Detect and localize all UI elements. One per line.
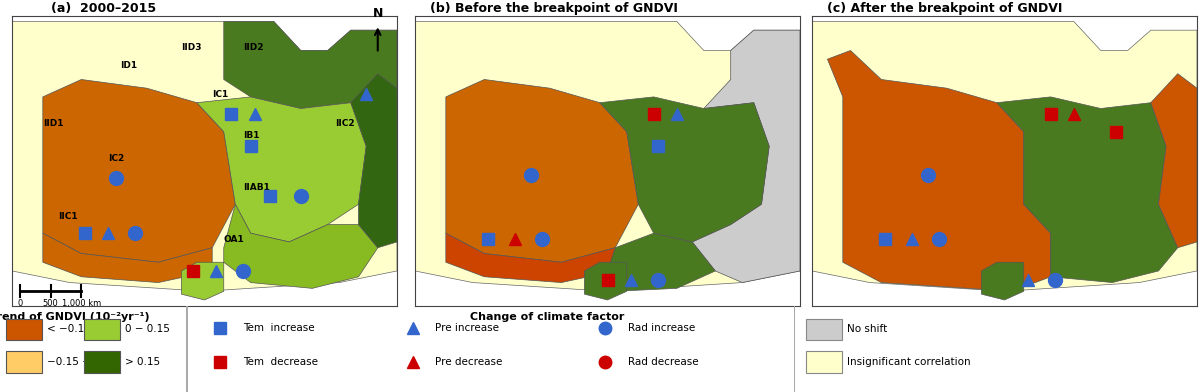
Polygon shape [692,30,800,283]
Polygon shape [446,233,615,283]
Text: 500: 500 [42,299,59,308]
Text: IIC1: IIC1 [58,212,78,221]
Polygon shape [415,22,800,291]
Text: 1,000 km: 1,000 km [61,299,101,308]
Text: 0: 0 [17,299,23,308]
Text: Rad decrease: Rad decrease [628,357,699,367]
Text: Pre decrease: Pre decrease [435,357,503,367]
Polygon shape [997,97,1178,283]
Text: IC1: IC1 [212,90,229,99]
Text: Tem  increase: Tem increase [243,323,315,333]
FancyBboxPatch shape [84,352,120,373]
Text: < −0.15: < −0.15 [47,325,90,334]
FancyBboxPatch shape [6,319,42,340]
Text: −0.15 − 0: −0.15 − 0 [47,357,101,367]
Polygon shape [608,233,716,291]
Text: Rad increase: Rad increase [628,323,695,333]
Text: IID2: IID2 [243,44,263,53]
FancyBboxPatch shape [84,319,120,340]
Polygon shape [12,22,397,291]
Text: No shift: No shift [847,325,887,334]
Text: IIC2: IIC2 [336,119,355,128]
FancyBboxPatch shape [186,306,188,392]
Text: IID3: IID3 [182,44,202,53]
Polygon shape [600,97,769,242]
Text: OA1: OA1 [224,235,244,244]
Text: Change of climate factor: Change of climate factor [470,312,624,322]
Text: 0 − 0.15: 0 − 0.15 [125,325,170,334]
Text: IB1: IB1 [243,131,260,140]
FancyBboxPatch shape [6,352,42,373]
Polygon shape [812,22,1197,291]
Polygon shape [224,22,397,109]
Text: Trend of GNDVI (10⁻²yr⁻¹): Trend of GNDVI (10⁻²yr⁻¹) [0,312,149,322]
Text: Pre increase: Pre increase [435,323,499,333]
FancyBboxPatch shape [794,306,795,392]
Text: (a)  2000–2015: (a) 2000–2015 [51,2,155,15]
Text: IC2: IC2 [108,154,125,163]
Polygon shape [351,74,397,248]
Polygon shape [182,262,224,300]
Polygon shape [43,233,212,283]
Text: Tem  decrease: Tem decrease [243,357,318,367]
Polygon shape [1151,74,1197,248]
Polygon shape [982,262,1024,300]
Text: > 0.15: > 0.15 [125,357,160,367]
Text: IIAB1: IIAB1 [243,183,269,192]
FancyBboxPatch shape [806,352,842,373]
Text: ID1: ID1 [120,61,137,70]
Text: (c) After the breakpoint of GNDVI: (c) After the breakpoint of GNDVI [828,2,1062,15]
FancyBboxPatch shape [806,319,842,340]
Text: (b) Before the breakpoint of GNDVI: (b) Before the breakpoint of GNDVI [431,2,678,15]
Polygon shape [197,97,366,242]
Text: N: N [373,7,383,20]
Text: Insignificant correlation: Insignificant correlation [847,357,971,367]
Polygon shape [43,80,236,262]
Polygon shape [828,51,1050,291]
Polygon shape [585,262,627,300]
Polygon shape [446,80,639,262]
Text: IID1: IID1 [43,119,64,128]
Polygon shape [224,204,378,289]
